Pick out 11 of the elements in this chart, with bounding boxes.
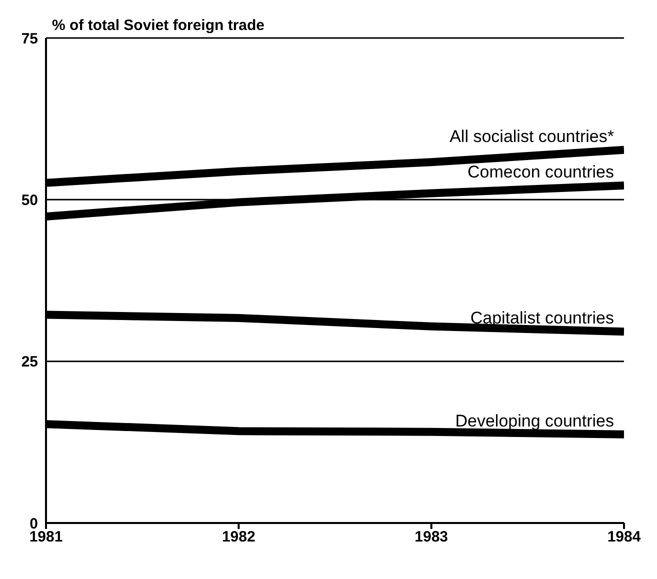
x-tick-label: 1983	[414, 528, 448, 546]
series-label: Capitalist countries	[470, 308, 614, 328]
series-label: Comecon countries	[468, 162, 614, 182]
y-axis-title: % of total Soviet foreign trade	[52, 17, 265, 34]
series-label: All socialist countries*	[450, 126, 614, 146]
x-tick-label: 1982	[222, 528, 256, 546]
y-tick-label: 75	[21, 30, 38, 48]
y-tick-label: 25	[21, 354, 38, 371]
series-label: Developing countries	[455, 411, 614, 430]
x-tick-label: 1984	[607, 528, 642, 546]
y-tick-label: 50	[21, 192, 38, 209]
